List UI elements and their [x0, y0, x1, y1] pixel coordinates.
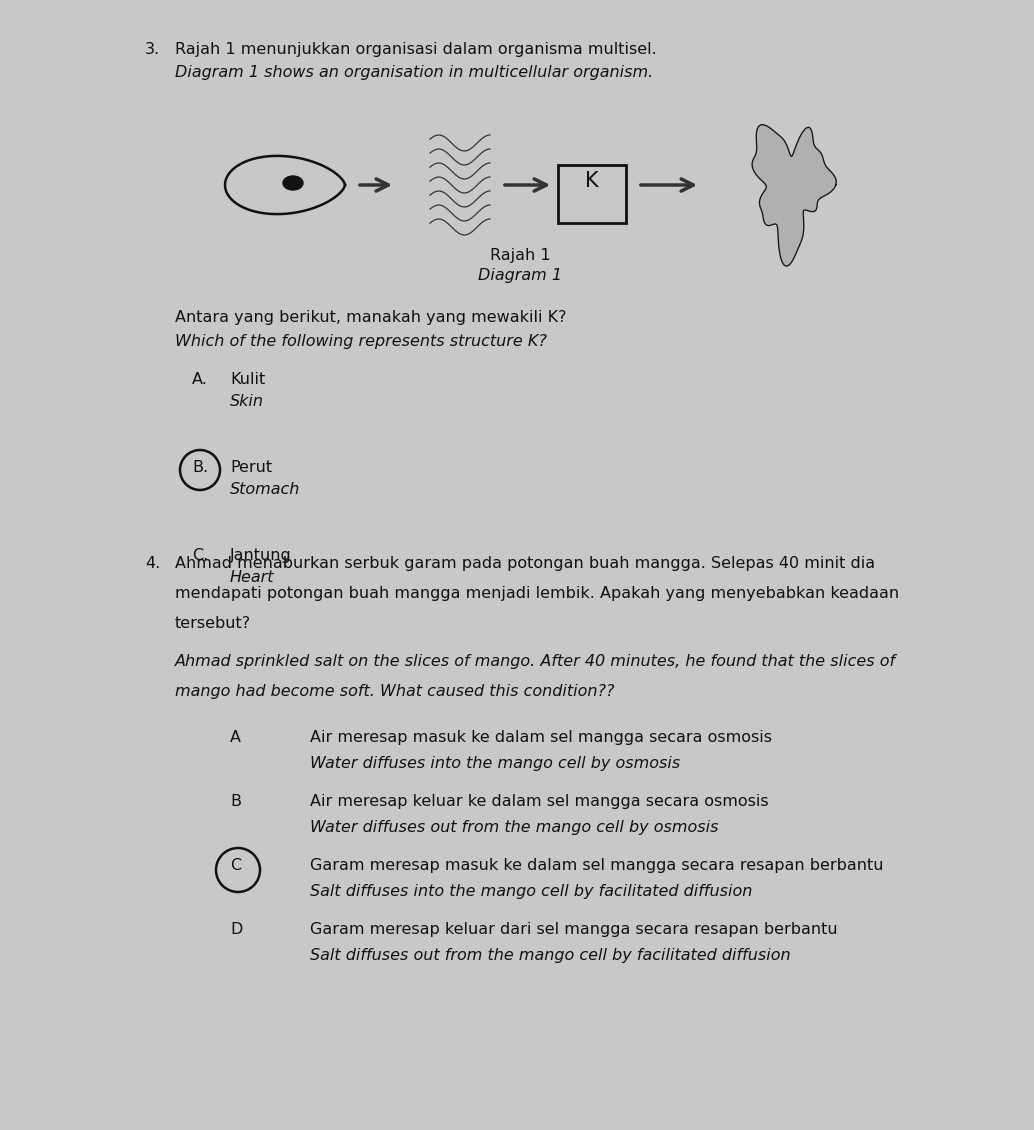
Text: C.: C. [192, 548, 208, 563]
Text: B: B [230, 794, 241, 809]
Ellipse shape [283, 176, 303, 190]
Text: C: C [230, 858, 241, 873]
Text: Antara yang berikut, manakah yang mewakili K?: Antara yang berikut, manakah yang mewaki… [175, 310, 567, 325]
Text: Rajah 1: Rajah 1 [490, 247, 550, 263]
Text: 4.: 4. [145, 556, 160, 571]
Text: tersebut?: tersebut? [175, 616, 251, 631]
Text: Diagram 1 shows an organisation in multicellular organism.: Diagram 1 shows an organisation in multi… [175, 66, 653, 80]
Text: 3.: 3. [145, 42, 160, 56]
Polygon shape [752, 124, 837, 267]
Text: Garam meresap keluar dari sel mangga secara resapan berbantu: Garam meresap keluar dari sel mangga sec… [310, 922, 838, 937]
Text: Water diffuses into the mango cell by osmosis: Water diffuses into the mango cell by os… [310, 756, 680, 771]
Text: Garam meresap masuk ke dalam sel mangga secara resapan berbantu: Garam meresap masuk ke dalam sel mangga … [310, 858, 883, 873]
Text: Ahmad sprinkled salt on the slices of mango. After 40 minutes, he found that the: Ahmad sprinkled salt on the slices of ma… [175, 654, 896, 669]
Text: Diagram 1: Diagram 1 [478, 268, 562, 282]
Text: Rajah 1 menunjukkan organisasi dalam organisma multisel.: Rajah 1 menunjukkan organisasi dalam org… [175, 42, 657, 56]
Text: Salt diffuses into the mango cell by facilitated diffusion: Salt diffuses into the mango cell by fac… [310, 884, 753, 899]
Text: Ahmad menaburkan serbuk garam pada potongan buah mangga. Selepas 40 minit dia: Ahmad menaburkan serbuk garam pada poton… [175, 556, 875, 571]
Text: A: A [230, 730, 241, 745]
Text: Kulit: Kulit [230, 372, 266, 386]
Text: Salt diffuses out from the mango cell by facilitated diffusion: Salt diffuses out from the mango cell by… [310, 948, 791, 963]
Text: Stomach: Stomach [230, 483, 300, 497]
Text: Perut: Perut [230, 460, 272, 475]
Bar [558, 165, 626, 223]
Text: mendapati potongan buah mangga menjadi lembik. Apakah yang menyebabkan keadaan: mendapati potongan buah mangga menjadi l… [175, 586, 900, 601]
Text: Jantung: Jantung [230, 548, 292, 563]
Text: B.: B. [192, 460, 208, 475]
Text: Which of the following represents structure K?: Which of the following represents struct… [175, 334, 547, 349]
Text: K: K [585, 171, 599, 191]
Text: Water diffuses out from the mango cell by osmosis: Water diffuses out from the mango cell b… [310, 820, 719, 835]
Text: A.: A. [192, 372, 208, 386]
Text: Skin: Skin [230, 394, 264, 409]
Text: Air meresap keluar ke dalam sel mangga secara osmosis: Air meresap keluar ke dalam sel mangga s… [310, 794, 768, 809]
Text: D: D [230, 922, 242, 937]
Text: Air meresap masuk ke dalam sel mangga secara osmosis: Air meresap masuk ke dalam sel mangga se… [310, 730, 772, 745]
Text: mango had become soft. What caused this condition??: mango had become soft. What caused this … [175, 684, 614, 699]
Text: Heart: Heart [230, 570, 274, 585]
